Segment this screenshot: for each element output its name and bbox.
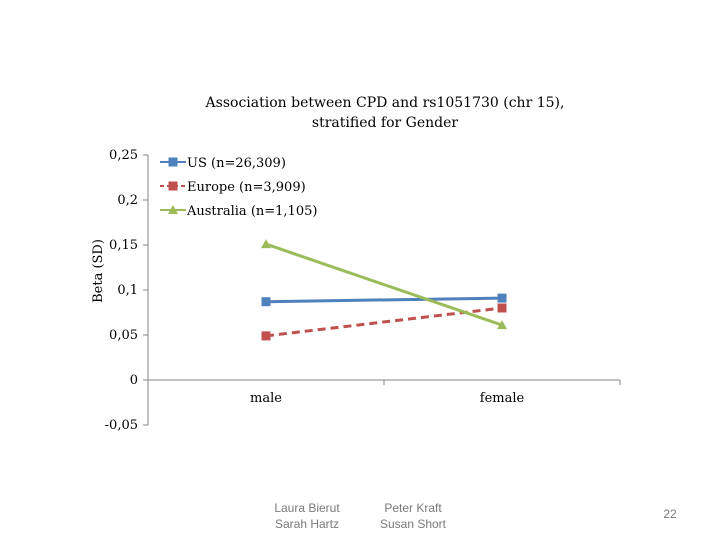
y-axis-label-group: Beta (SD)	[91, 239, 106, 303]
credit-left-line-2: Sarah Hartz	[274, 517, 340, 531]
data-point	[497, 303, 507, 313]
legend-entry-3: Australia (n=1,105)	[160, 204, 317, 219]
credit-right-line-2: Susan Short	[379, 517, 447, 531]
y-tick-label: 0,05	[109, 328, 138, 343]
legend: US (n=26,309) Europe (n=3,909) Australia (…	[160, 156, 317, 219]
legend-swatch-marker	[168, 205, 178, 214]
legend-entry-1: US (n=26,309)	[160, 156, 286, 171]
y-axis-label: Beta (SD)	[91, 239, 106, 303]
data-point	[261, 297, 271, 307]
y-tick-label: -0,05	[105, 418, 138, 433]
credit-left-line-1: Laura Bierut	[274, 501, 340, 515]
chart-title-line-1: Association between CPD and rs1051730 (c…	[205, 95, 565, 111]
y-tick-label: 0	[130, 373, 138, 388]
credit-right: Peter Kraft Susan Short	[368, 500, 458, 532]
y-axis-ticks: -0,05 0 0,05 0,1 0,15 0,2 0,25	[105, 148, 148, 433]
x-tick-label: male	[250, 391, 282, 406]
series-1	[261, 293, 507, 307]
series-line	[265, 296, 503, 304]
chart-title: Association between CPD and rs1051730 (c…	[205, 95, 565, 131]
chart-title-line-2: stratified for Gender	[312, 115, 458, 131]
x-tick-label: female	[480, 391, 525, 406]
legend-swatch-marker	[168, 181, 178, 191]
legend-entry-2: Europe (n=3,909)	[160, 180, 306, 195]
x-axis-ticks: male female	[147, 380, 621, 406]
legend-swatch-marker	[168, 157, 178, 167]
credit-right-line-1: Peter Kraft	[384, 501, 442, 515]
data-point	[261, 331, 271, 341]
series-lines	[261, 239, 507, 341]
series-3	[261, 239, 507, 330]
y-tick-label: 0,25	[109, 148, 138, 163]
credit-left: Laura Bierut Sarah Hartz	[262, 500, 352, 532]
page-number: 22	[663, 507, 677, 521]
data-point	[497, 293, 507, 303]
y-tick-label: 0,1	[117, 283, 138, 298]
legend-label: US (n=26,309)	[187, 156, 286, 171]
data-point	[497, 320, 507, 330]
y-tick-label: 0,15	[109, 238, 138, 253]
legend-label: Australia (n=1,105)	[186, 204, 317, 219]
legend-label: Europe (n=3,909)	[187, 180, 306, 195]
series-2	[261, 303, 507, 341]
series-line	[265, 242, 503, 327]
y-tick-label: 0,2	[117, 193, 138, 208]
data-point	[261, 239, 271, 249]
